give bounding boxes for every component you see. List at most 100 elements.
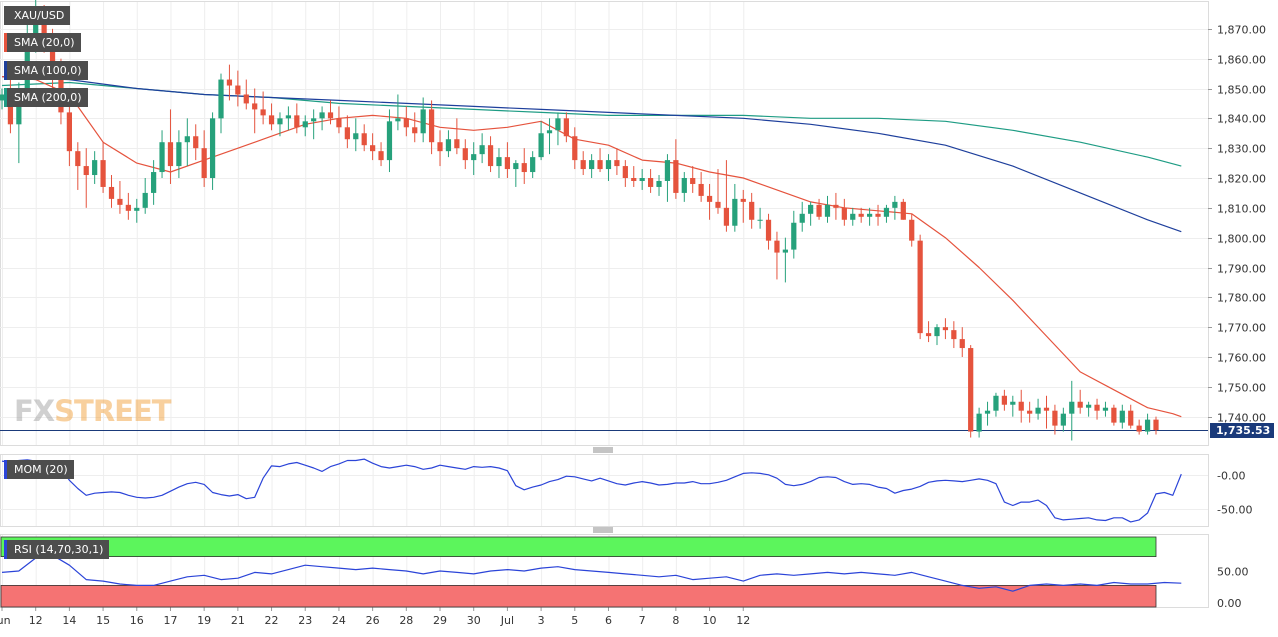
price-axis-label: 1,760.00 — [1217, 352, 1266, 365]
candle-body — [723, 207, 730, 226]
candle-body — [791, 222, 797, 250]
candle-body — [639, 178, 645, 181]
candle-body — [875, 213, 881, 217]
candle-body — [732, 198, 738, 226]
candle-body — [1086, 404, 1092, 408]
rsi-overbought-zone — [0, 536, 1157, 558]
candle-body — [285, 115, 292, 119]
x-axis-label: 12 — [29, 614, 43, 627]
candle-body — [487, 145, 494, 167]
x-axis-label: Jun — [0, 614, 11, 627]
candle-body — [218, 79, 224, 119]
x-axis-label: 14 — [62, 614, 76, 627]
candle-body — [7, 94, 14, 125]
candle-body — [622, 166, 628, 179]
candle-body — [1043, 407, 1050, 411]
sma100-line — [1, 76, 1182, 233]
price-axis-label: 1,860.00 — [1217, 54, 1266, 67]
candle-body — [690, 178, 696, 184]
candle-body — [850, 213, 856, 220]
candle-body — [824, 204, 831, 217]
candle-body — [184, 136, 190, 143]
candle-body — [471, 154, 477, 161]
candle-body — [1027, 410, 1033, 414]
candle-body — [420, 109, 426, 134]
candle-body — [917, 240, 923, 334]
x-axis-label: 26 — [366, 614, 380, 627]
mom-axis-label: -0.00 — [1217, 470, 1245, 483]
candle-body — [757, 219, 763, 221]
candle-body — [866, 213, 873, 217]
candle-body — [294, 115, 300, 128]
candle-body — [260, 109, 266, 116]
candle-body — [252, 103, 258, 110]
candle-body — [934, 327, 940, 337]
rsi-axis-label: 0.00 — [1217, 597, 1242, 610]
candle-body — [1102, 407, 1109, 411]
watermark-street: STREET — [54, 394, 171, 428]
candle-body — [715, 201, 721, 208]
candle-body — [117, 198, 123, 205]
candle-body — [841, 207, 847, 220]
candle-body — [142, 192, 148, 208]
candle-body — [656, 180, 662, 187]
price-axis-label: 1,850.00 — [1217, 84, 1266, 97]
candle-body — [647, 178, 654, 187]
candle-body — [1018, 401, 1024, 411]
candle-body — [193, 136, 199, 149]
candle-body — [538, 133, 544, 158]
x-axis-label: 22 — [265, 614, 279, 627]
x-axis-label: 19 — [197, 614, 211, 627]
x-axis-label: Jul — [500, 614, 514, 627]
candle-body — [454, 139, 460, 149]
candle-body — [344, 127, 350, 140]
x-axis-label: 6 — [605, 614, 612, 627]
x-axis-label: 28 — [399, 614, 413, 627]
x-axis-label: 16 — [130, 614, 144, 627]
candle-body — [0, 94, 5, 101]
candle-body — [664, 160, 671, 181]
candle-body — [681, 178, 687, 193]
rsi-oversold-zone — [0, 585, 1157, 608]
candle-body — [706, 195, 713, 202]
candle-body — [631, 178, 637, 181]
price-axis-label: 1,800.00 — [1217, 233, 1266, 246]
candle-body — [968, 348, 974, 432]
x-axis-label: 29 — [433, 614, 447, 627]
price-axis-label: 1,770.00 — [1217, 322, 1266, 335]
candle-body — [235, 85, 241, 95]
candle-body — [614, 160, 620, 167]
pane-frame-mom — [0, 454, 1209, 527]
candle-body — [159, 142, 165, 173]
x-axis-label: 3 — [538, 614, 545, 627]
candle-body — [951, 330, 957, 340]
candle-body — [1052, 410, 1058, 426]
candle-body — [437, 142, 443, 152]
candle-body — [151, 172, 157, 193]
x-axis-label: 5 — [571, 614, 578, 627]
last-price-label: 1,735.53 — [1210, 423, 1275, 438]
candle-body — [799, 213, 805, 223]
candle-body — [959, 339, 965, 349]
candle-body — [412, 127, 418, 134]
x-axis-label: 15 — [96, 614, 110, 627]
momentum-line — [1, 458, 1182, 523]
candle-body — [319, 112, 325, 119]
candle-body — [749, 201, 755, 220]
price-axis-label: 1,870.00 — [1217, 24, 1266, 37]
fxstreet-watermark: FXSTREET — [14, 394, 172, 428]
candle-body — [176, 142, 182, 167]
candle-body — [226, 79, 233, 86]
candle-body — [782, 249, 788, 253]
candle-body — [134, 207, 140, 211]
candle-body — [49, 40, 56, 74]
candle-body — [909, 219, 915, 241]
candle-body — [201, 148, 207, 179]
candle-body — [243, 94, 249, 104]
candle-body — [445, 139, 452, 152]
candle-body — [774, 240, 780, 253]
candle-body — [521, 163, 527, 173]
candle-body — [605, 160, 612, 170]
candle-body — [1128, 410, 1134, 426]
